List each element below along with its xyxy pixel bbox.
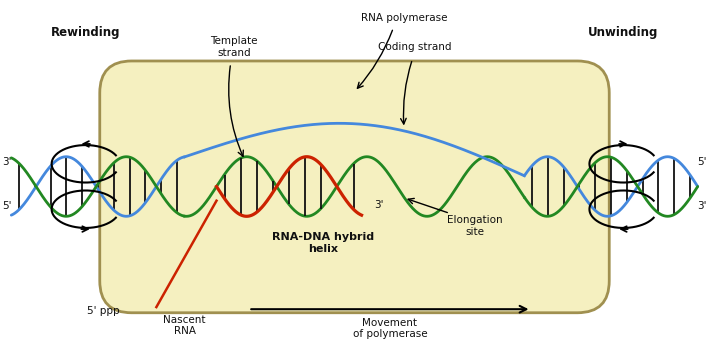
Text: 5': 5' [698, 157, 707, 167]
Text: RNA-DNA hybrid
helix: RNA-DNA hybrid helix [272, 232, 374, 254]
Text: 5': 5' [2, 201, 11, 211]
Text: Movement
of polymerase: Movement of polymerase [352, 318, 428, 339]
Text: Coding strand: Coding strand [378, 42, 452, 52]
Text: Template
strand: Template strand [211, 36, 258, 58]
Text: 3': 3' [2, 157, 11, 167]
FancyBboxPatch shape [100, 61, 609, 313]
Text: 5' ppp: 5' ppp [87, 306, 120, 316]
Text: Unwinding: Unwinding [588, 26, 659, 39]
Text: 3': 3' [374, 200, 384, 210]
Text: Elongation
site: Elongation site [447, 215, 503, 237]
Text: 3': 3' [698, 201, 707, 211]
Text: Nascent
RNA: Nascent RNA [163, 315, 206, 336]
Text: RNA polymerase: RNA polymerase [361, 14, 447, 23]
Text: Rewinding: Rewinding [51, 26, 121, 39]
